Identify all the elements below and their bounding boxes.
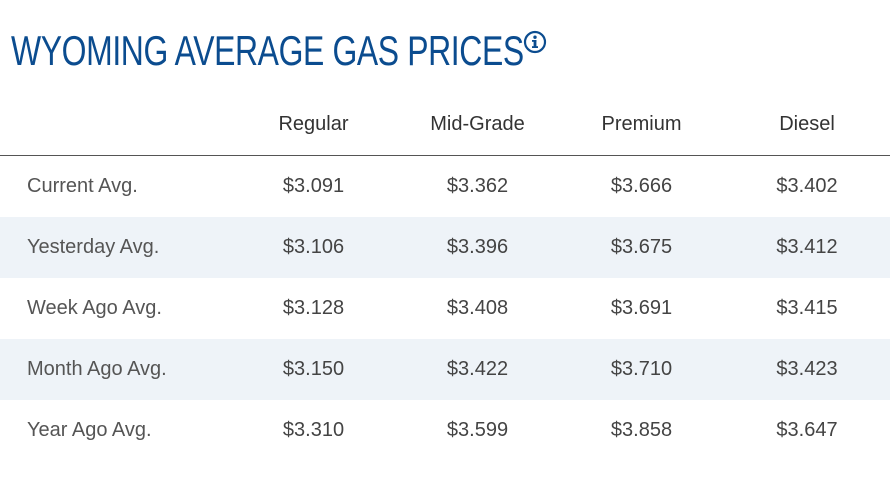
price-cell: $3.362 [446,175,509,197]
price-cell: $3.647 [776,419,838,441]
price-cell: $3.858 [610,419,673,441]
row-label: Week Ago Avg. [27,297,162,319]
header-diesel: Diesel [724,93,890,156]
price-cell: $3.423 [724,339,890,400]
header-empty [0,93,231,156]
row-label: Yesterday Avg. [0,217,231,278]
header-mid-grade: Mid-Grade [396,93,559,156]
price-cell: $3.396 [396,217,559,278]
price-cell: $3.691 [610,297,673,319]
table-row: Current Avg. $3.091 $3.362 $3.666 $3.402 [0,156,890,218]
price-cell: $3.150 [231,339,396,400]
price-cell: $3.091 [282,175,345,197]
table-row: Week Ago Avg. $3.128 $3.408 $3.691 $3.41… [0,278,890,339]
price-cell: $3.402 [776,175,838,197]
price-cell: $3.599 [446,419,509,441]
page-title: WYOMING AVERAGE GAS PRICES [11,27,524,74]
row-label: Month Ago Avg. [0,339,231,400]
table-row: Year Ago Avg. $3.310 $3.599 $3.858 $3.64… [0,400,890,461]
price-cell: $3.710 [559,339,724,400]
price-cell: $3.675 [559,217,724,278]
header-premium: Premium [559,93,724,156]
price-cell: $3.415 [776,297,838,319]
price-cell: $3.412 [724,217,890,278]
row-label: Year Ago Avg. [27,419,152,441]
price-cell: $3.666 [610,175,673,197]
row-label: Current Avg. [27,175,138,197]
table-row: Yesterday Avg. $3.106 $3.396 $3.675 $3.4… [0,217,890,278]
header-regular: Regular [231,93,396,156]
info-icon[interactable] [523,30,547,54]
price-cell: $3.106 [231,217,396,278]
table-header-row: Regular Mid-Grade Premium Diesel [0,93,890,156]
price-cell: $3.408 [446,297,509,319]
price-cell: $3.422 [396,339,559,400]
table-row: Month Ago Avg. $3.150 $3.422 $3.710 $3.4… [0,339,890,400]
gas-prices-table: Regular Mid-Grade Premium Diesel Current… [0,93,890,461]
title-row: WYOMING AVERAGE GAS PRICES [11,26,686,76]
price-cell: $3.128 [282,297,345,319]
price-cell: $3.310 [282,419,345,441]
